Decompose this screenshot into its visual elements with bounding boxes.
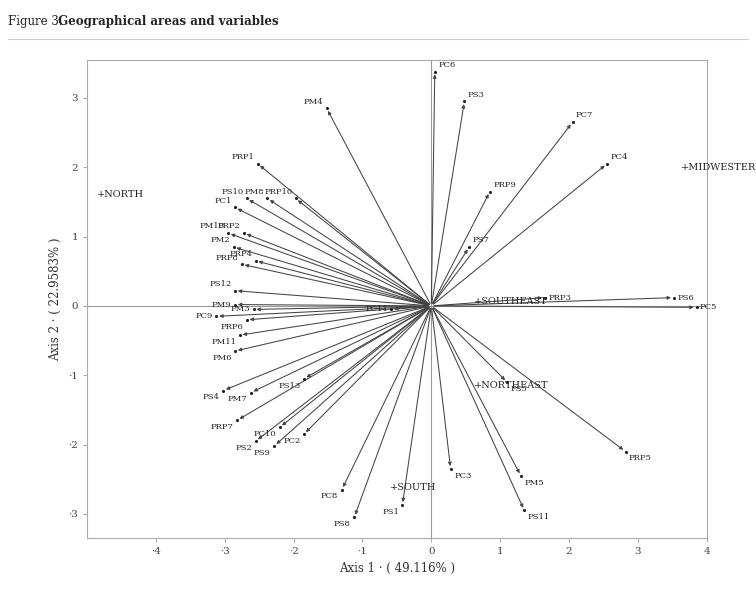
Text: PS8: PS8: [334, 520, 351, 528]
Text: PS12: PS12: [209, 280, 231, 288]
Y-axis label: Axis 2 · ( 22.9583% ): Axis 2 · ( 22.9583% ): [49, 237, 63, 361]
Text: PRP10: PRP10: [264, 188, 293, 196]
Text: Geographical areas and variables: Geographical areas and variables: [54, 15, 279, 28]
Text: PC6: PC6: [438, 61, 455, 69]
Text: +SOUTH: +SOUTH: [390, 483, 436, 492]
Text: PM9: PM9: [212, 301, 231, 309]
Text: PC8: PC8: [321, 492, 339, 501]
Text: PS9: PS9: [254, 448, 271, 457]
Text: PRP1: PRP1: [231, 153, 254, 161]
Text: Figure 3.: Figure 3.: [8, 15, 62, 28]
Text: PRP8: PRP8: [215, 254, 238, 261]
Text: PS4: PS4: [203, 393, 220, 401]
Text: PC1: PC1: [214, 197, 231, 205]
Text: PC9: PC9: [196, 312, 213, 321]
Text: PM8: PM8: [244, 188, 264, 196]
Text: PRP2: PRP2: [218, 222, 240, 230]
Text: PS3: PS3: [468, 91, 485, 99]
Text: PM6: PM6: [212, 354, 231, 362]
Text: PRP6: PRP6: [221, 322, 243, 331]
Text: PM7: PM7: [228, 395, 247, 404]
Text: PRP5: PRP5: [629, 454, 652, 462]
Text: +SOUTHEAST: +SOUTHEAST: [474, 297, 548, 306]
Text: PRP3: PRP3: [548, 294, 572, 301]
Text: PS11: PS11: [528, 513, 550, 521]
Text: PC4: PC4: [610, 153, 628, 161]
Text: PM2: PM2: [211, 236, 231, 244]
Text: PRP7: PRP7: [211, 423, 234, 431]
Text: PC3: PC3: [454, 472, 472, 480]
Text: PS6: PS6: [677, 294, 694, 301]
Text: PC11: PC11: [365, 306, 388, 313]
Text: PRP9: PRP9: [494, 181, 516, 189]
Text: PC2: PC2: [284, 437, 300, 445]
Text: PS10: PS10: [222, 188, 243, 196]
Text: PC7: PC7: [576, 111, 593, 120]
Text: PS2: PS2: [236, 444, 253, 452]
Text: +NORTHEAST: +NORTHEAST: [474, 381, 549, 390]
Text: +NORTH: +NORTH: [98, 191, 144, 200]
Text: PRP4: PRP4: [229, 250, 253, 258]
Text: PS7: PS7: [472, 236, 490, 244]
Text: PS5: PS5: [510, 385, 528, 393]
Text: PC5: PC5: [700, 303, 717, 312]
Text: PM3: PM3: [231, 306, 250, 313]
Text: PM11: PM11: [212, 338, 237, 346]
Text: +MIDWESTERN: +MIDWESTERN: [680, 163, 756, 172]
X-axis label: Axis 1 · ( 49.116% ): Axis 1 · ( 49.116% ): [339, 562, 455, 575]
Text: PM4: PM4: [303, 97, 324, 106]
Text: PM10: PM10: [200, 222, 225, 230]
Text: PM5: PM5: [525, 478, 544, 487]
Text: PS13: PS13: [278, 382, 300, 389]
Text: PS1: PS1: [382, 508, 399, 515]
Text: PC10: PC10: [254, 430, 277, 438]
